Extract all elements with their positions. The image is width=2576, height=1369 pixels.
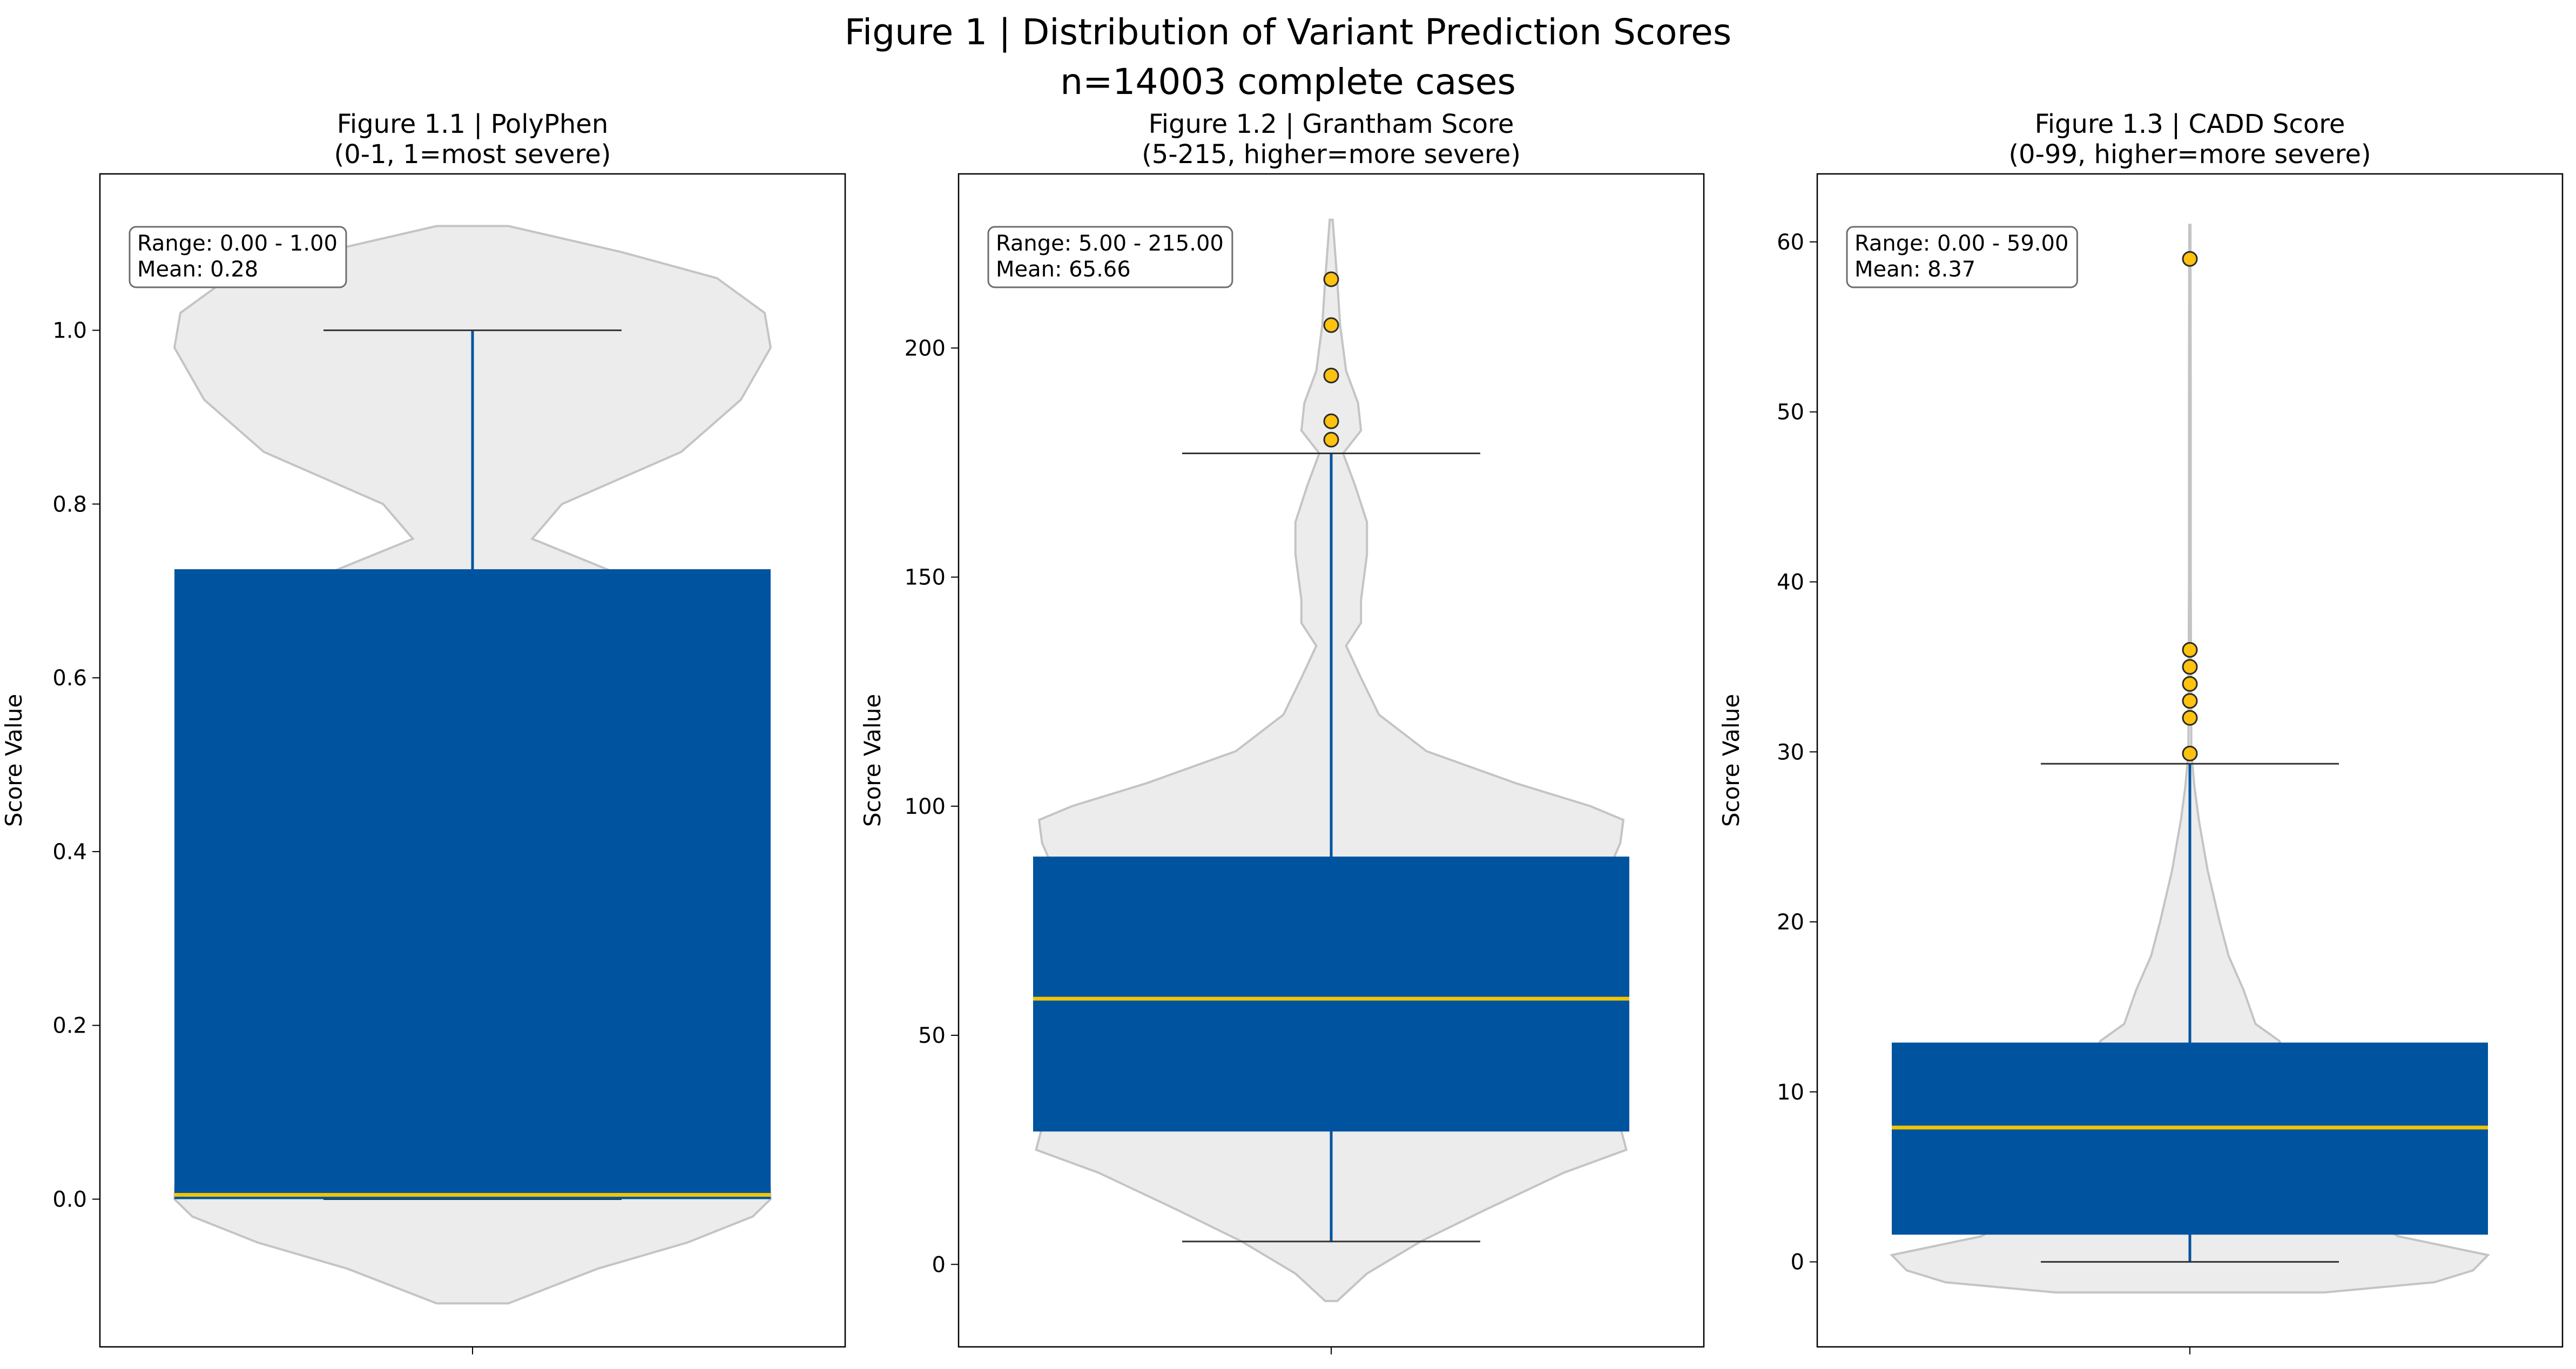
- panel-title-line1: Figure 1.1 | PolyPhen: [337, 109, 609, 139]
- y-tick-label: 0: [932, 1252, 946, 1277]
- iqr-box: [174, 569, 771, 1199]
- panel-1: Figure 1.1 | PolyPhen(0-1, 1=most severe…: [1, 109, 846, 1354]
- y-tick-label: 0.0: [52, 1187, 87, 1212]
- y-tick-label: 40: [1777, 570, 1804, 595]
- y-tick-label: 10: [1777, 1080, 1804, 1105]
- y-tick-label: 200: [905, 336, 946, 361]
- panel-3: Figure 1.3 | CADD Score(0-99, higher=mor…: [1718, 109, 2564, 1354]
- stats-mean: Mean: 0.28: [137, 257, 258, 282]
- y-tick-label: 100: [905, 794, 946, 819]
- outlier-point: [1323, 413, 1339, 429]
- panel-2: Figure 1.2 | Grantham Score(5-215, highe…: [859, 109, 1705, 1354]
- panel-title-line1: Figure 1.3 | CADD Score: [2035, 109, 2345, 139]
- panel-title-line2: (5-215, higher=more severe): [1142, 139, 1521, 170]
- outlier-point: [2182, 642, 2198, 658]
- stats-mean: Mean: 8.37: [1855, 257, 1975, 282]
- y-tick-label: 0.6: [52, 666, 87, 691]
- y-axis-label: Score Value: [1718, 694, 1744, 827]
- y-axis-label: Score Value: [1, 694, 27, 827]
- y-tick-label: 0: [1791, 1250, 1804, 1275]
- y-tick-label: 0.4: [52, 840, 87, 865]
- y-tick-label: 50: [918, 1023, 946, 1048]
- y-tick-label: 20: [1777, 910, 1804, 935]
- figure-title: Figure 1 | Distribution of Variant Predi…: [0, 8, 2576, 107]
- stats-range: Range: 5.00 - 215.00: [996, 231, 1224, 256]
- outlier-point: [1323, 367, 1339, 383]
- y-tick-label: 60: [1777, 230, 1804, 255]
- stats-mean: Mean: 65.66: [996, 257, 1131, 282]
- panel-title-line2: (0-1, 1=most severe): [334, 139, 611, 170]
- stats-box-frame: [1846, 226, 2078, 288]
- outlier-point: [2182, 676, 2198, 692]
- panel-title-line1: Figure 1.2 | Grantham Score: [1149, 109, 1514, 139]
- axes-frame: [957, 173, 1705, 1348]
- outlier-point: [2182, 710, 2198, 726]
- outlier-point: [1323, 271, 1339, 287]
- axes-frame: [1816, 173, 2564, 1348]
- outlier-point: [2182, 659, 2198, 675]
- y-tick-label: 1.0: [52, 319, 87, 343]
- outlier-point: [2182, 745, 2198, 761]
- iqr-box: [1892, 1042, 2488, 1235]
- figure-subtitle-line2: n=14003 complete cases: [1060, 61, 1516, 103]
- outlier-point: [1323, 431, 1339, 448]
- y-axis-label: Score Value: [859, 694, 886, 827]
- stats-range: Range: 0.00 - 1.00: [137, 231, 338, 256]
- outlier-point: [2182, 693, 2198, 709]
- y-tick-label: 150: [905, 565, 946, 590]
- panel-title-line2: (0-99, higher=more severe): [2008, 139, 2371, 170]
- axes-frame: [99, 173, 846, 1348]
- y-tick-label: 30: [1777, 740, 1804, 765]
- outlier-point: [2182, 251, 2198, 267]
- y-tick-label: 0.2: [52, 1014, 87, 1038]
- figure-title-line1: Figure 1 | Distribution of Variant Predi…: [844, 11, 1732, 53]
- y-tick-label: 50: [1777, 400, 1804, 425]
- stats-box-frame: [987, 226, 1233, 288]
- iqr-box: [1033, 857, 1629, 1132]
- stats-range: Range: 0.00 - 59.00: [1855, 231, 2068, 256]
- stats-box-frame: [129, 226, 347, 288]
- outlier-point: [1323, 317, 1339, 333]
- y-tick-label: 0.8: [52, 492, 87, 517]
